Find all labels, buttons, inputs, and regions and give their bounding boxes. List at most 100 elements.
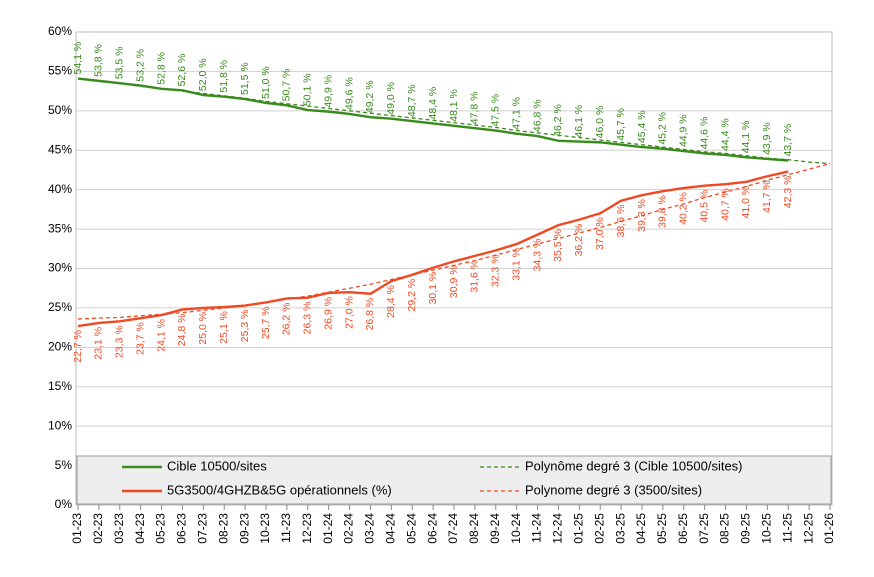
x-tick-label: 01-25 — [572, 513, 586, 544]
value-label: 44,6 % — [698, 117, 710, 150]
value-label: 26,9 % — [322, 297, 334, 330]
value-label: 48,7 % — [406, 84, 418, 117]
value-label: 51,0 % — [260, 66, 272, 99]
value-label: 51,5 % — [239, 62, 251, 95]
y-tick-label: 45% — [48, 142, 72, 156]
x-tick-label: 08-24 — [467, 513, 481, 544]
value-label: 37,0 % — [594, 217, 606, 250]
value-label: 53,5 % — [114, 47, 126, 80]
x-tick-label: 08-23 — [216, 513, 230, 544]
x-tick-label: 04-23 — [133, 513, 147, 544]
y-tick-label: 20% — [48, 340, 72, 354]
y-tick-label: 60% — [48, 24, 72, 38]
y-tick-label: 10% — [48, 418, 72, 432]
x-tick-label: 12-23 — [300, 513, 314, 544]
value-label: 49,6 % — [343, 77, 355, 110]
value-label: 24,1 % — [155, 319, 167, 352]
x-tick-label: 06-23 — [175, 513, 189, 544]
value-label: 32,3 % — [490, 254, 502, 287]
value-label: 26,2 % — [281, 302, 293, 335]
legend-label: 5G3500/4GHZB&5G opérationnels (%) — [167, 482, 392, 497]
value-label: 43,9 % — [761, 122, 773, 155]
value-label: 47,1 % — [510, 97, 522, 130]
y-tick-label: 35% — [48, 221, 72, 235]
x-tick-label: 10-24 — [509, 513, 523, 544]
x-tick-label: 10-23 — [258, 513, 272, 544]
x-tick-label: 11-24 — [530, 513, 544, 543]
value-label: 36,2 % — [573, 224, 585, 257]
value-label: 49,0 % — [385, 82, 397, 115]
x-tick-label: 03-24 — [363, 513, 377, 544]
trend-line — [77, 77, 831, 165]
value-label: 35,5 % — [552, 229, 564, 262]
x-tick-label: 01-23 — [70, 513, 84, 544]
x-tick-label: 05-24 — [404, 513, 418, 544]
x-tick-label: 09-24 — [488, 513, 502, 544]
series-line — [77, 170, 789, 328]
value-label: 23,1 % — [93, 327, 105, 360]
value-label: 52,8 % — [155, 52, 167, 85]
y-tick-label: 40% — [48, 182, 72, 196]
x-tick-label: 05-23 — [154, 513, 168, 544]
value-label: 52,0 % — [197, 58, 209, 91]
x-tick-label: 12-25 — [801, 513, 815, 544]
value-label: 43,7 % — [782, 124, 794, 157]
value-label: 22,7 % — [72, 330, 84, 363]
y-tick-label: 30% — [48, 261, 72, 275]
value-label: 50,7 % — [281, 69, 293, 102]
legend-box — [76, 455, 832, 505]
value-label: 40,5 % — [698, 190, 710, 223]
x-tick-label: 11-23 — [279, 513, 293, 543]
x-tick-label: 12-24 — [551, 513, 565, 544]
y-tick-label: 15% — [48, 379, 72, 393]
x-tick-label: 04-25 — [634, 513, 648, 544]
y-tick-label: 55% — [48, 64, 72, 78]
value-label: 39,8 % — [657, 195, 669, 228]
value-label: 49,2 % — [364, 80, 376, 113]
value-label: 47,5 % — [490, 94, 502, 127]
value-label: 24,8 % — [176, 313, 188, 346]
value-label: 33,1 % — [510, 248, 522, 281]
value-label: 54,1 % — [72, 42, 84, 75]
value-label: 25,1 % — [218, 311, 230, 344]
value-label: 45,4 % — [636, 110, 648, 143]
value-label: 28,4 % — [385, 285, 397, 318]
x-tick-label: 10-25 — [760, 513, 774, 544]
y-tick-label: 0% — [55, 497, 73, 511]
x-tick-label: 02-25 — [592, 513, 606, 544]
x-tick-label: 07-25 — [697, 513, 711, 544]
value-label: 25,3 % — [239, 310, 251, 343]
value-label: 47,8 % — [469, 91, 481, 124]
x-tick-label: 03-25 — [613, 513, 627, 544]
x-tick-label: 04-24 — [384, 513, 398, 544]
x-tick-label: 01-24 — [321, 513, 335, 544]
x-tick-label: 08-25 — [718, 513, 732, 544]
value-label: 53,2 % — [134, 49, 146, 82]
legend-label: Cible 10500/sites — [167, 458, 267, 473]
legend-label: Polynome degré 3 (3500/sites) — [525, 482, 702, 497]
value-label: 46,8 % — [531, 99, 543, 132]
value-label: 48,1 % — [448, 89, 460, 122]
x-tick-label: 09-25 — [739, 513, 753, 544]
value-label: 26,3 % — [302, 302, 314, 335]
value-label: 25,7 % — [260, 306, 272, 339]
value-label: 23,3 % — [114, 325, 126, 358]
trend-line — [77, 163, 831, 320]
value-label: 46,1 % — [573, 105, 585, 138]
value-label: 46,0 % — [594, 106, 606, 139]
value-label: 52,6 % — [176, 54, 188, 87]
value-label: 26,8 % — [364, 298, 376, 331]
x-tick-label: 05-25 — [655, 513, 669, 544]
x-tick-label: 03-23 — [112, 513, 126, 544]
x-tick-label: 11-25 — [780, 513, 794, 543]
value-label: 44,1 % — [740, 121, 752, 154]
value-label: 41,0 % — [740, 186, 752, 219]
value-label: 49,9 % — [322, 75, 334, 108]
y-tick-label: 25% — [48, 300, 72, 314]
value-label: 53,8 % — [93, 44, 105, 77]
value-label: 31,6 % — [469, 260, 481, 293]
value-label: 44,9 % — [678, 114, 690, 147]
value-label: 40,2 % — [678, 192, 690, 225]
series-line — [77, 77, 789, 162]
x-tick-label: 02-23 — [91, 513, 105, 544]
